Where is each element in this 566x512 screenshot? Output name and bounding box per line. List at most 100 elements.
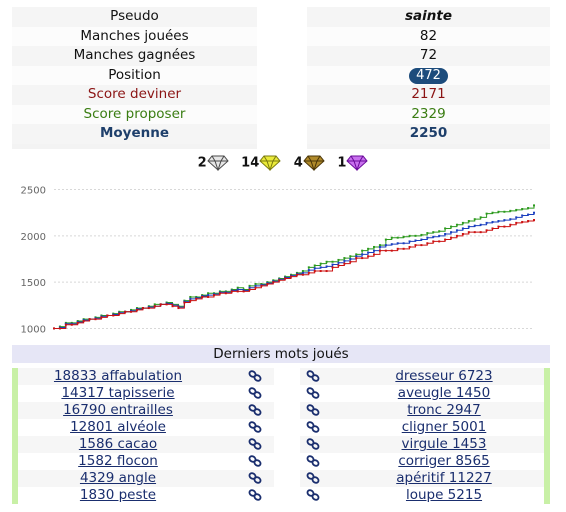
series-point: [491, 227, 494, 230]
series-point: [195, 297, 198, 300]
series-point: [450, 231, 453, 234]
word-link[interactable]: virgule 1453: [401, 436, 487, 452]
word-link[interactable]: apéritif 11227: [396, 470, 492, 486]
series-point: [461, 233, 464, 235]
series-point: [515, 208, 518, 211]
link-icon[interactable]: [248, 370, 262, 382]
series-point: [124, 310, 127, 313]
word-row: cligner 5001: [300, 419, 544, 436]
series-point: [367, 251, 370, 254]
series-point: [414, 244, 417, 247]
series-point: [248, 284, 251, 287]
series-point: [414, 239, 417, 242]
link-icon[interactable]: [248, 421, 262, 433]
series-point: [189, 297, 192, 300]
series-point: [313, 270, 316, 273]
link-icon[interactable]: [248, 489, 262, 501]
series-point: [331, 266, 334, 269]
series-point: [331, 260, 334, 263]
word-link[interactable]: 1582 flocon: [78, 453, 158, 469]
word-link[interactable]: 14317 tapisserie: [61, 385, 175, 401]
word-link[interactable]: dresseur 6723: [395, 368, 493, 384]
series-point: [509, 209, 512, 212]
gem-purple-count: 1: [337, 155, 347, 171]
value-manches-gagnees: 72: [307, 46, 550, 66]
series-point: [467, 225, 470, 228]
link-icon[interactable]: [306, 472, 320, 484]
series-point: [497, 220, 500, 223]
series-point: [367, 255, 370, 258]
word-link[interactable]: 18833 affabulation: [53, 368, 183, 384]
gem-gold: 14: [241, 155, 281, 172]
diamond-icon: [346, 155, 369, 172]
link-icon[interactable]: [306, 455, 320, 467]
word-link[interactable]: 12801 alvéole: [70, 419, 166, 435]
series-point: [349, 260, 352, 263]
value-score-deviner: 2171: [307, 85, 550, 105]
y-tick-label: 2000: [21, 232, 46, 243]
word-link[interactable]: loupe 5215: [405, 487, 483, 503]
series-point: [100, 316, 103, 319]
series-point: [396, 236, 399, 239]
series-point: [248, 288, 251, 291]
series-point: [378, 249, 381, 252]
word-link[interactable]: corriger 8565: [398, 453, 490, 469]
link-icon[interactable]: [248, 438, 262, 450]
series-point: [349, 255, 352, 258]
series-point: [438, 234, 441, 237]
word-link[interactable]: 1586 cacao: [78, 436, 158, 452]
series-point: [497, 210, 500, 213]
word-link[interactable]: 4329 angle: [79, 470, 157, 486]
link-icon[interactable]: [248, 455, 262, 467]
series-point: [515, 216, 518, 219]
series-point: [402, 235, 405, 238]
series-point: [467, 231, 470, 234]
series-point: [527, 213, 530, 216]
word-link[interactable]: 16790 entrailles: [63, 402, 173, 418]
label-manches-gagnees: Manches gagnées: [12, 46, 257, 66]
series-point: [533, 211, 535, 214]
series-point: [319, 262, 322, 265]
y-tick-label: 1000: [21, 324, 46, 335]
link-icon[interactable]: [306, 404, 320, 416]
series-point: [461, 221, 464, 224]
link-icon[interactable]: [248, 472, 262, 484]
series-point: [295, 273, 298, 276]
score-chart-svg: 2500 2000 1500 1000: [21, 186, 535, 335]
link-icon[interactable]: [306, 387, 320, 399]
series-point: [408, 240, 411, 243]
series-point: [485, 212, 488, 215]
series-point: [515, 221, 518, 224]
word-row: 14317 tapisserie: [18, 385, 274, 402]
word-link[interactable]: cligner 5001: [401, 419, 487, 435]
series-point: [497, 225, 500, 228]
series-point: [414, 234, 417, 237]
series-point: [455, 234, 458, 237]
series-point: [343, 257, 346, 260]
series-point: [313, 264, 316, 267]
stats-values: sainte 82 72 472 2171 2329 2250: [307, 7, 550, 149]
link-icon[interactable]: [306, 489, 320, 501]
series-point: [361, 253, 364, 256]
recent-words-left: 18833 affabulation 14317 tapisserie 16790 …: [12, 368, 274, 504]
series-point: [88, 318, 91, 321]
word-link[interactable]: aveugle 1450: [397, 385, 491, 401]
series-point: [455, 229, 458, 232]
recent-words-right: dresseur 6723 aveugle 1450 tronc 2947 clign…: [300, 368, 550, 504]
link-icon[interactable]: [248, 404, 262, 416]
series-point: [331, 263, 334, 266]
link-icon[interactable]: [306, 438, 320, 450]
word-link[interactable]: tronc 2947: [407, 402, 481, 418]
word-link[interactable]: 1830 peste: [79, 487, 157, 503]
link-icon[interactable]: [306, 370, 320, 382]
series-point: [254, 283, 257, 285]
series-point: [254, 284, 257, 287]
link-icon[interactable]: [248, 387, 262, 399]
series-point: [64, 323, 67, 326]
series-point: [355, 255, 358, 258]
series-point: [319, 270, 322, 273]
series-point: [373, 245, 375, 248]
link-icon[interactable]: [306, 421, 320, 433]
series-point: [189, 299, 192, 302]
series-point: [432, 240, 435, 243]
